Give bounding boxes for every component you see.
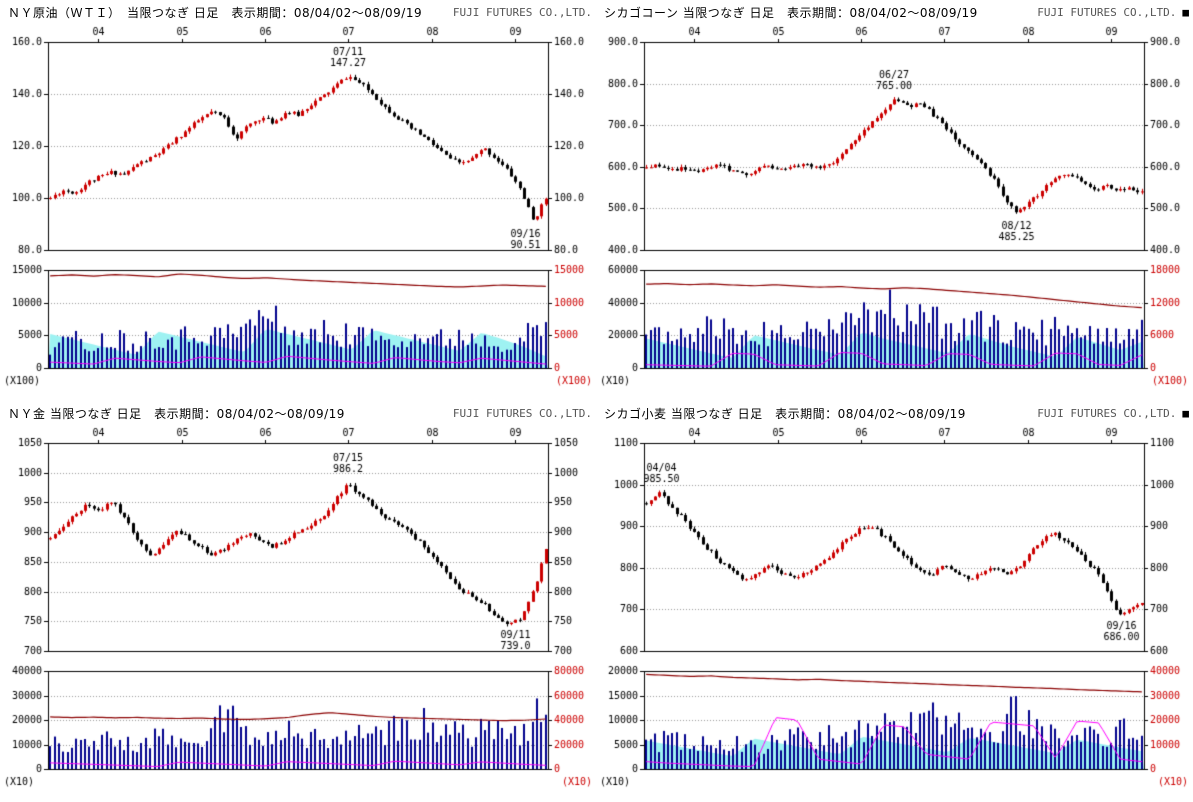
company-text: FUJI FUTURES CO.,LTD. <box>1037 5 1177 19</box>
company-label: FUJI FUTURES CO.,LTD. <box>453 6 592 19</box>
chicago-wheat-chart-canvas <box>598 423 1190 797</box>
company-label: FUJI FUTURES CO.,LTD. ■ <box>1037 407 1189 420</box>
ny-crude-chart-canvas <box>2 22 594 396</box>
company-label: FUJI FUTURES CO.,LTD. ■ <box>1037 6 1189 19</box>
panel-header: ＮＹ原油（ＷＴＩ） 当限つなぎ 日足 表示期間：08/04/02～08/09/1… <box>2 2 596 22</box>
chart-title: シカゴコーン 当限つなぎ 日足 表示期間：08/04/02～08/09/19 <box>604 5 978 20</box>
company-label: FUJI FUTURES CO.,LTD. <box>453 407 592 420</box>
panel-header: シカゴコーン 当限つなぎ 日足 表示期間：08/04/02～08/09/19 F… <box>598 2 1193 22</box>
company-text: FUJI FUTURES CO.,LTD. <box>452 406 592 420</box>
chart-title: シカゴ小麦 当限つなぎ 日足 表示期間：08/04/02～08/09/19 <box>604 406 966 421</box>
chart-title: ＮＹ金 当限つなぎ 日足 表示期間：08/04/02～08/09/19 <box>8 406 345 421</box>
chart-panel-ny-crude: ＮＹ原油（ＷＴＩ） 当限つなぎ 日足 表示期間：08/04/02～08/09/1… <box>0 0 596 401</box>
panel-header: ＮＹ金 当限つなぎ 日足 表示期間：08/04/02～08/09/19 FUJI… <box>2 403 596 423</box>
ny-gold-chart-canvas <box>2 423 594 797</box>
chart-panel-chicago-corn: シカゴコーン 当限つなぎ 日足 表示期間：08/04/02～08/09/19 F… <box>596 0 1193 401</box>
panel-header: シカゴ小麦 当限つなぎ 日足 表示期間：08/04/02～08/09/19 FU… <box>598 403 1193 423</box>
corner-mark-icon: ■ <box>1182 406 1189 420</box>
chart-panel-chicago-wheat: シカゴ小麦 当限つなぎ 日足 表示期間：08/04/02～08/09/19 FU… <box>596 401 1193 802</box>
corner-mark-icon: ■ <box>1182 5 1189 19</box>
company-text: FUJI FUTURES CO.,LTD. <box>1037 406 1177 420</box>
chicago-corn-chart-canvas <box>598 22 1190 396</box>
company-text: FUJI FUTURES CO.,LTD. <box>452 5 592 19</box>
chart-panel-ny-gold: ＮＹ金 当限つなぎ 日足 表示期間：08/04/02～08/09/19 FUJI… <box>0 401 596 802</box>
chart-title: ＮＹ原油（ＷＴＩ） 当限つなぎ 日足 表示期間：08/04/02～08/09/1… <box>8 5 423 20</box>
